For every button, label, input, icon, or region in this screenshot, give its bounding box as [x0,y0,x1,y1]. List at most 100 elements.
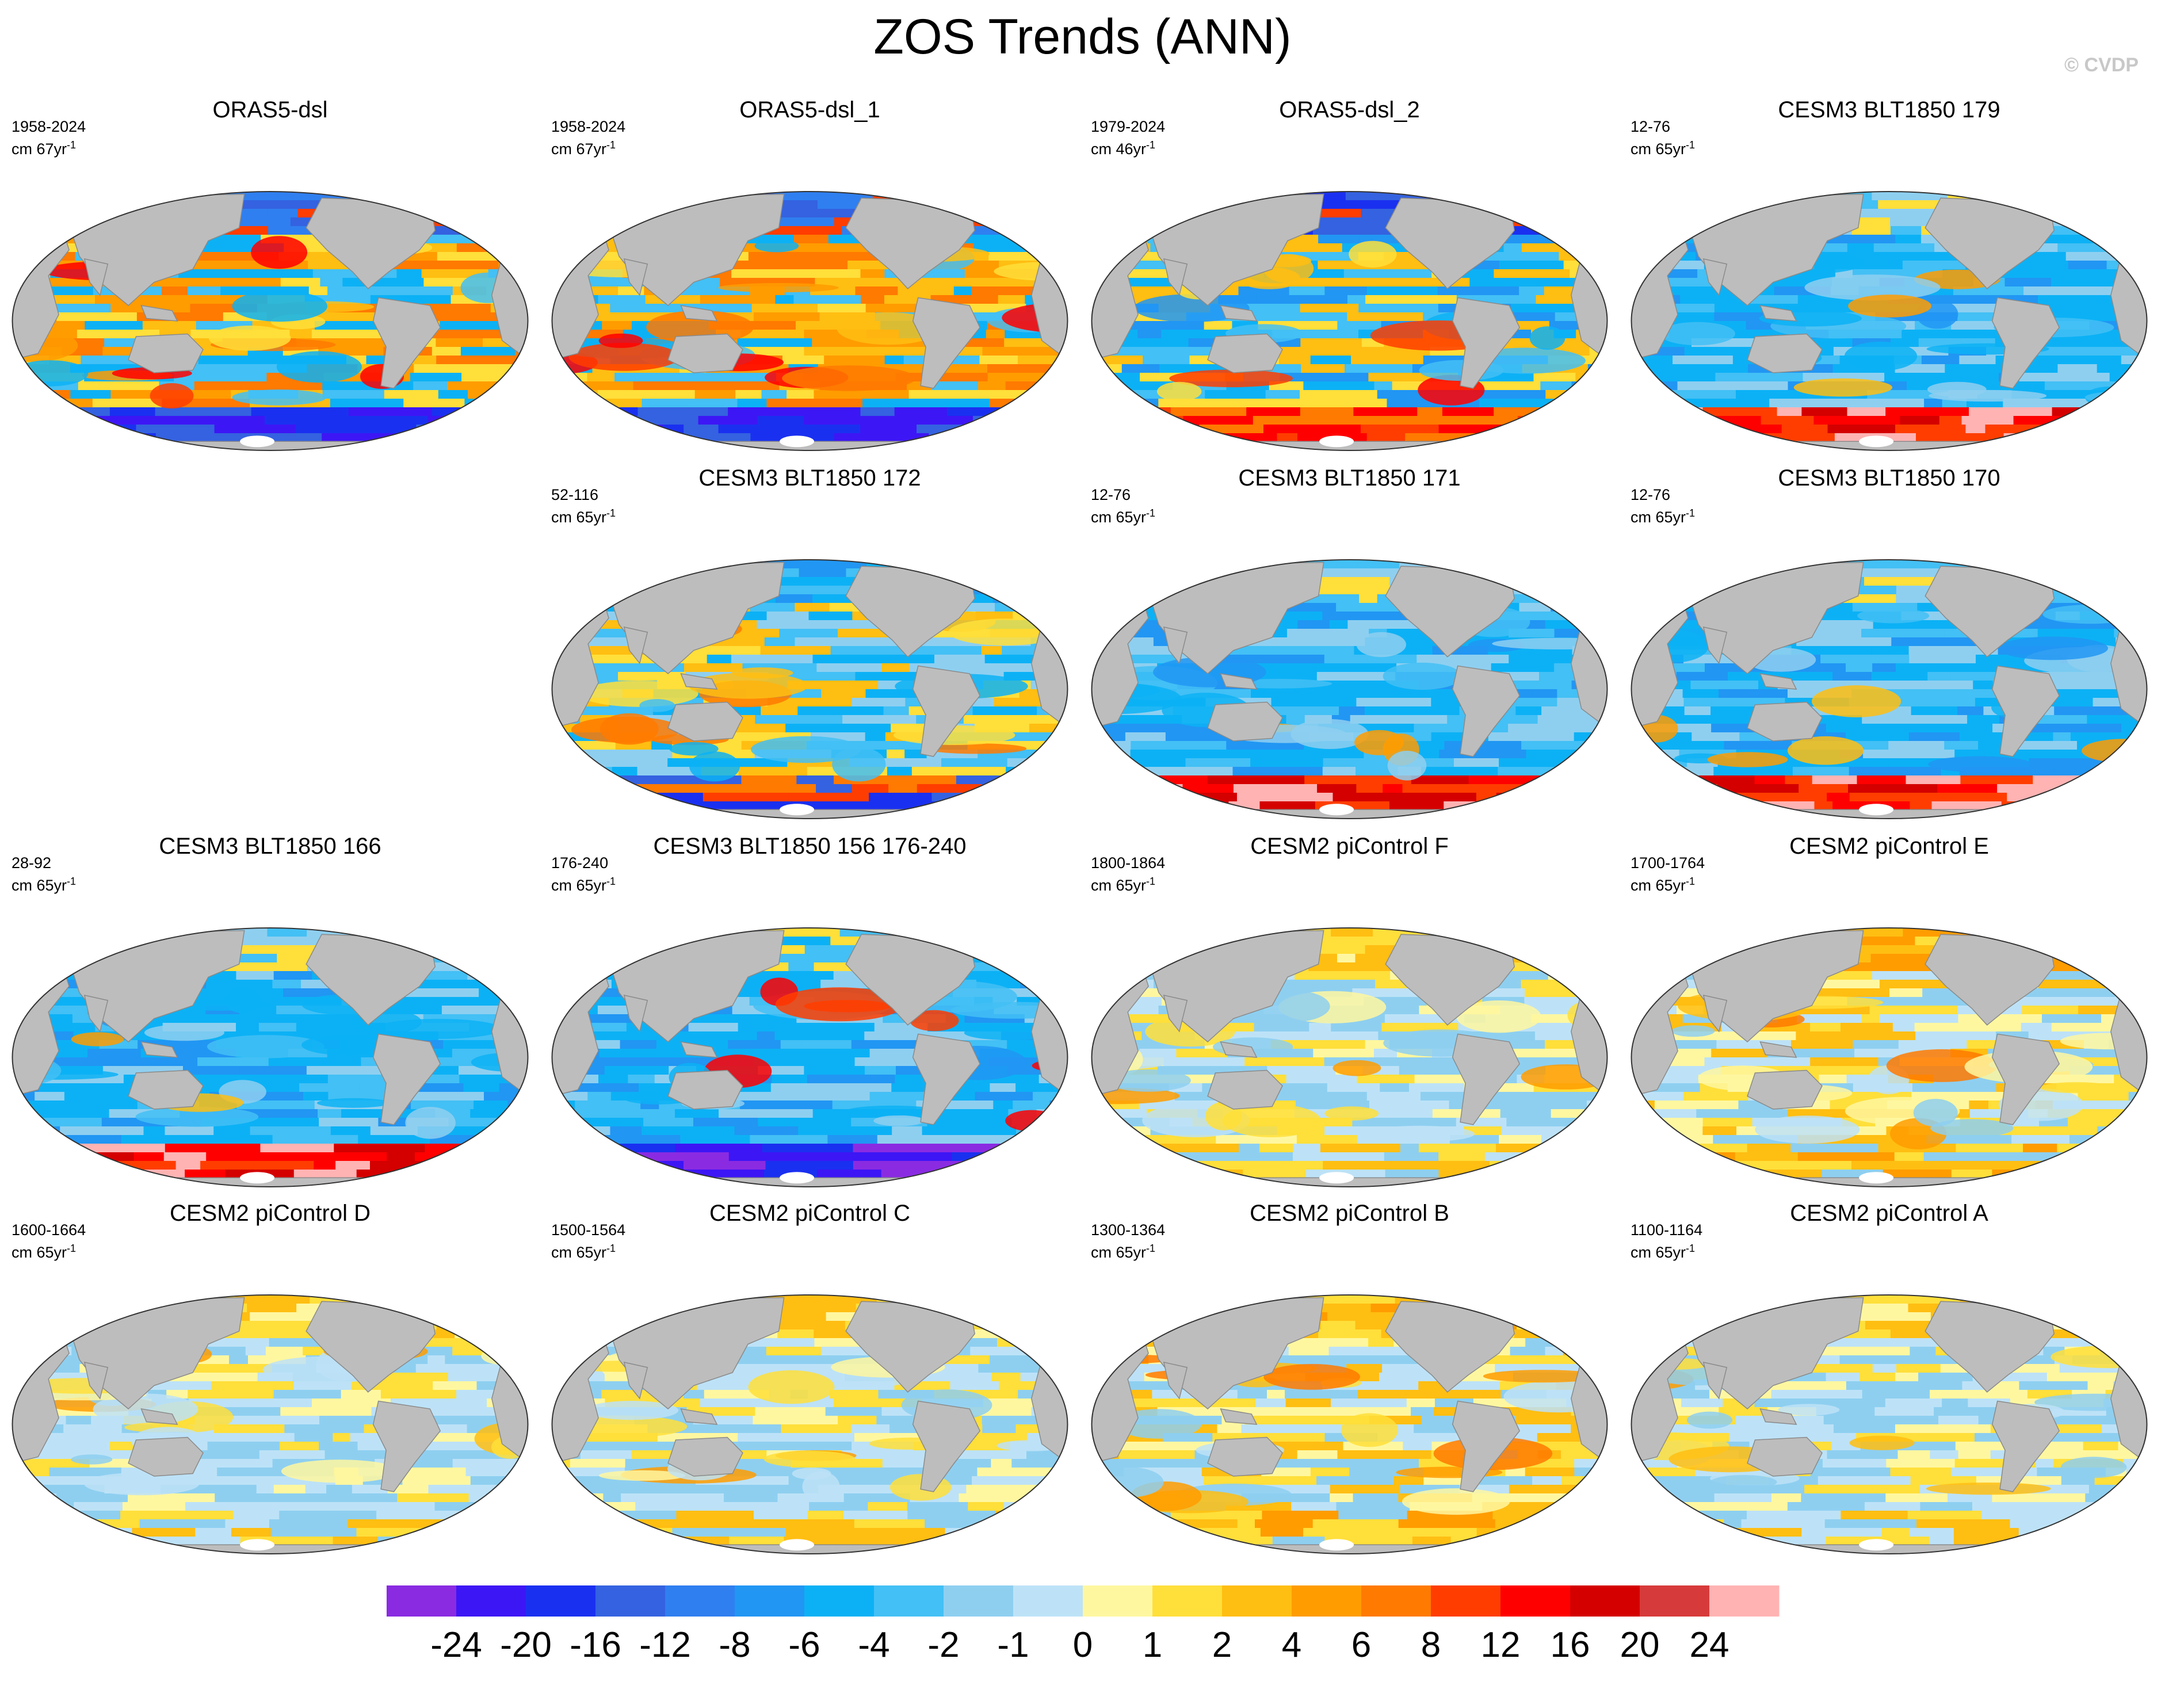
panel-units: cm 65yr-1 [1631,507,1696,526]
panel-units: cm 65yr-1 [551,876,616,894]
panel-title: CESM2 piControl B [1250,1201,1449,1226]
australia-land [1207,1436,1283,1477]
colorbar-label: -1 [997,1625,1029,1665]
ocean-field [1091,560,1607,819]
world-map [1091,191,1608,451]
greenland-land [1509,1297,1552,1321]
ocean-field [552,560,1068,819]
australia-land [1207,333,1283,373]
colorbar-label: 1 [1143,1625,1162,1665]
panel-years: 1958-2024 [12,118,86,135]
asia-land [63,1297,245,1409]
panel-units: cm 46yr-1 [1091,139,1156,158]
panel-units: cm 65yr-1 [12,1243,77,1261]
australia-land [1747,1436,1823,1477]
ice-shelf [1859,435,1894,448]
south-america-land [1452,297,1521,389]
australia-land [667,701,743,742]
asia-land [1143,1297,1324,1409]
map-panel: CESM3 BLT1850 171 12-76 cm 65yr-1 [1079,465,1620,833]
panel-units: cm 65yr-1 [1631,139,1696,158]
ice-shelf [1319,804,1354,816]
indonesia-land [1759,305,1797,322]
land-masses [12,1297,528,1554]
india-land [1163,258,1188,296]
colorbar-label: 2 [1212,1625,1232,1665]
panel-title: ORAS5-dsl_1 [739,97,880,123]
page-title: ZOS Trends (ANN) [873,9,1292,64]
greenland-land [2048,930,2091,954]
colorbar-label: 20 [1620,1625,1660,1665]
map-panel: CESM2 piControl D 1600-1664 cm 65yr-1 [0,1200,540,1568]
colorbar-label: -12 [639,1625,691,1665]
asia-land [603,1297,785,1409]
india-land [83,1362,109,1400]
panel-units: cm 65yr-1 [1091,1243,1156,1261]
south-america-land [1991,665,2060,757]
panel-units: cm 65yr-1 [12,876,77,894]
india-land [1163,995,1188,1033]
colorbar-swatch [1709,1585,1780,1617]
india-land [1702,1362,1728,1400]
ice-shelf [1319,1172,1354,1184]
ice-shelf [1859,1539,1894,1551]
panel-title: CESM2 piControl C [709,1201,910,1226]
south-america-land [1452,1033,1521,1125]
india-land [83,258,109,296]
ocean-field [1631,1295,2147,1554]
world-map [551,1294,1068,1554]
asia-land [63,193,245,306]
panel-years: 52-116 [551,486,599,503]
panel-title: CESM2 piControl E [1789,834,1989,859]
colorbar-label: -2 [927,1625,959,1665]
world-map [1631,191,2148,451]
greenland-land [429,193,472,218]
panel-years: 1100-1164 [1631,1221,1703,1239]
south-america-land [372,1400,441,1492]
map-panel: CESM2 piControl E 1700-1764 cm 65yr-1 [1619,833,2159,1201]
ice-shelf [1319,435,1354,448]
colorbar-swatch [1500,1585,1571,1617]
ocean-field [1631,928,2147,1187]
south-america-land [912,1400,981,1492]
asia-land [1682,561,1864,674]
greenland-land [1509,193,1552,218]
colorbar-swatch [665,1585,735,1617]
map-outline [551,927,1068,1187]
panel-units: cm 65yr-1 [1631,876,1696,894]
australia-land [667,1436,743,1477]
panel-title: CESM3 BLT1850 171 [1238,465,1461,491]
ocean-field [1631,560,2147,819]
colorbar-swatch [874,1585,944,1617]
indonesia-land [1220,1408,1258,1425]
greenland-land [969,561,1012,586]
indonesia-land [140,305,178,322]
asia-land [1143,930,1324,1042]
greenland-land [1509,930,1552,954]
indonesia-land [1220,305,1258,322]
world-map [1091,559,1608,819]
map-panel: ORAS5-dsl_2 1979-2024 cm 46yr-1 [1079,97,1620,465]
ocean-field [552,928,1068,1187]
world-map [551,559,1068,819]
indonesia-land [140,1408,178,1425]
ice-shelf [780,804,815,816]
greenland-land [969,193,1012,218]
colorbar-swatch [595,1585,666,1617]
panel-title: CESM3 BLT1850 170 [1778,465,2000,491]
colorbar-swatch [1222,1585,1292,1617]
india-land [623,258,648,296]
panel-years: 12-76 [1631,486,1671,503]
colorbar-swatch [1292,1585,1362,1617]
greenland-land [969,930,1012,954]
australia-land [667,333,743,373]
map-panel: CESM2 piControl F 1800-1864 cm 65yr-1 [1079,833,1620,1201]
asia-land [1682,930,1864,1042]
asia-land [63,930,245,1042]
colorbar-swatch [735,1585,805,1617]
india-land [83,995,109,1033]
ocean-field [1091,1295,1607,1554]
world-map [12,191,529,451]
indonesia-land [680,1408,718,1425]
panel-years: 1958-2024 [551,118,626,135]
